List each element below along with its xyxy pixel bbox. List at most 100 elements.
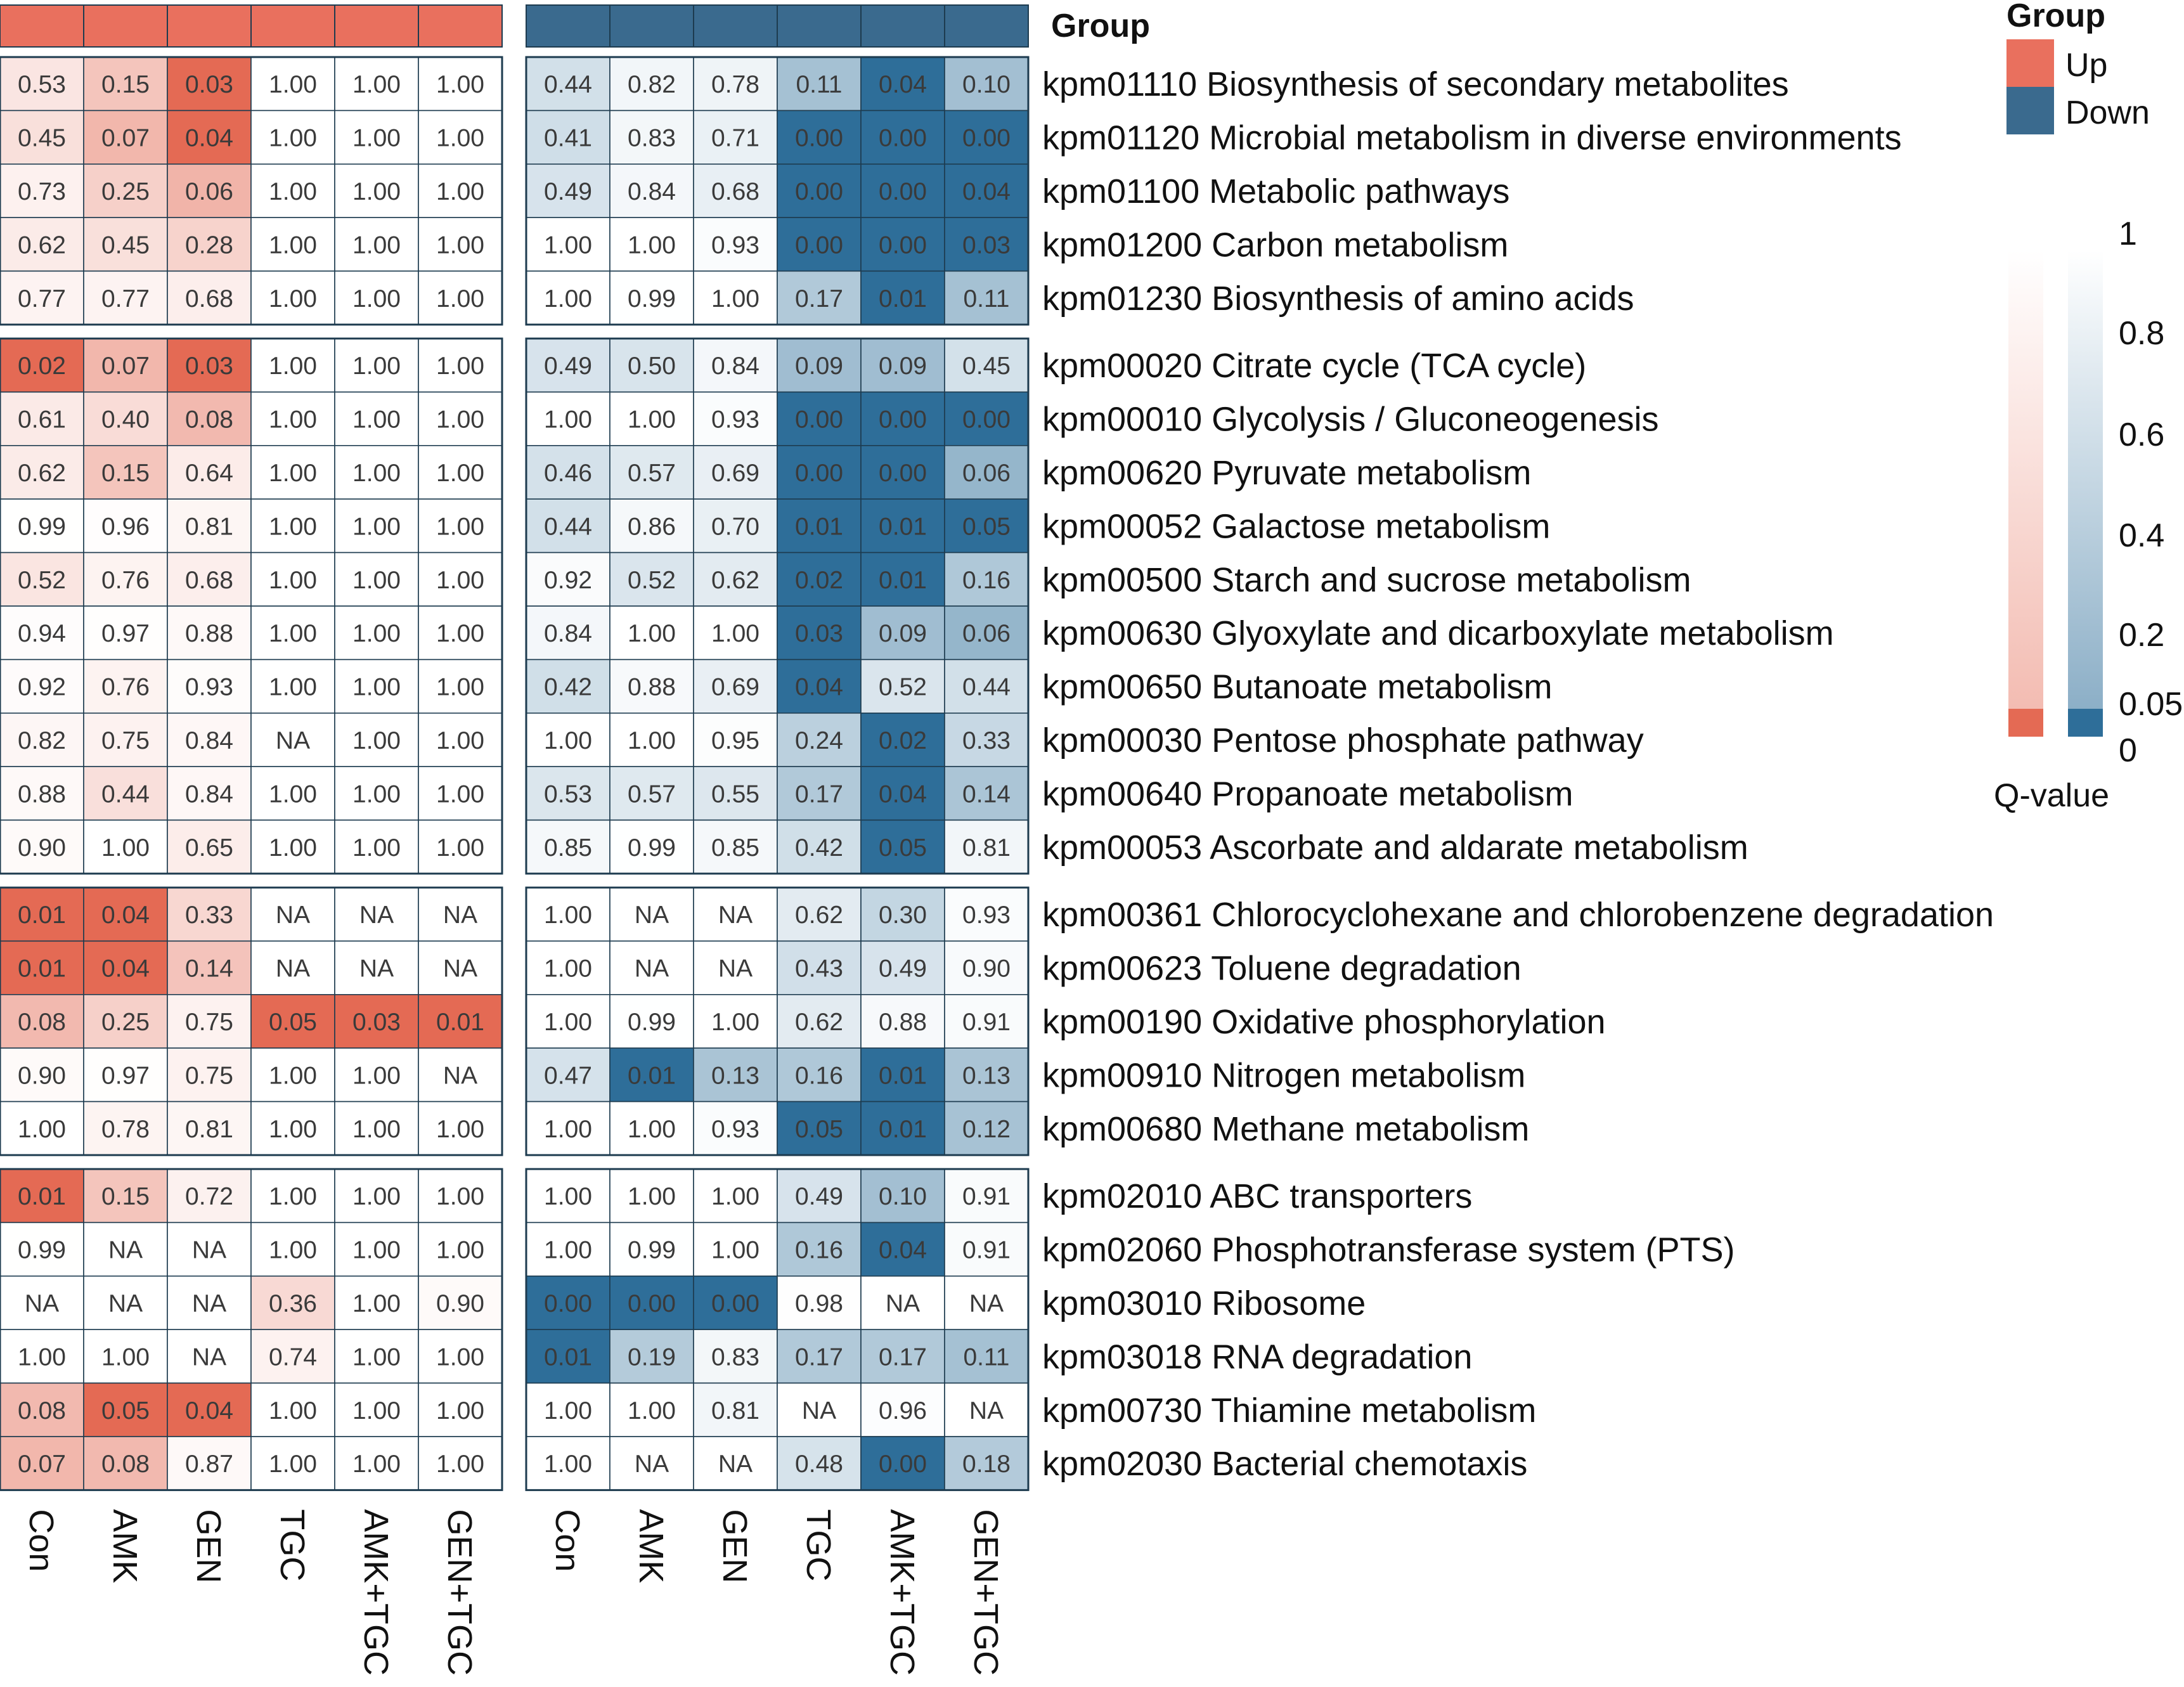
cell-value-up-16-2: 0.14	[185, 955, 233, 983]
cell-up-9-0	[0, 552, 84, 607]
cell-value-down-17-3: 0.62	[795, 1009, 843, 1036]
cell-up-21-3	[250, 1222, 335, 1277]
cell-up-13-5	[418, 766, 503, 821]
cell-value-up-8-1: 0.96	[101, 513, 150, 540]
cell-value-down-9-0: 0.92	[544, 567, 592, 594]
cell-up-9-5	[418, 552, 503, 607]
cell-value-down-8-5: 0.05	[962, 513, 1011, 540]
cell-up-12-3	[250, 713, 335, 768]
cell-value-down-5-5: 0.45	[962, 352, 1011, 380]
cell-value-down-10-2: 1.00	[711, 620, 759, 647]
cell-up-1-0	[0, 110, 84, 165]
cell-value-up-6-3: 1.00	[269, 406, 317, 434]
cell-value-up-6-1: 0.40	[101, 406, 150, 434]
row-label-12: kpm00030 Pentose phosphate pathway	[1042, 721, 1644, 759]
cell-value-down-12-4: 0.02	[879, 727, 927, 754]
cell-down-7-5	[944, 444, 1029, 500]
cell-value-up-0-2: 0.03	[185, 71, 233, 98]
cell-up-8-3	[250, 498, 335, 553]
cell-value-up-15-5: NA	[443, 902, 477, 929]
cell-down-3-5	[944, 217, 1029, 272]
cell-value-down-15-2: NA	[718, 902, 753, 929]
cell-value-up-2-0: 0.73	[18, 178, 66, 205]
cell-value-down-19-0: 1.00	[544, 1116, 592, 1143]
cell-up-23-3	[250, 1329, 335, 1384]
cell-value-up-11-0: 0.92	[18, 674, 66, 701]
cell-value-up-12-0: 0.82	[18, 727, 66, 754]
cell-up-6-3	[250, 391, 335, 446]
scale-tick-4: 0.2	[2119, 617, 2164, 654]
cell-value-up-22-4: 1.00	[352, 1290, 401, 1317]
cell-value-up-14-4: 1.00	[352, 834, 401, 862]
cell-down-14-1	[609, 819, 694, 874]
cell-down-0-3	[777, 56, 862, 112]
cell-down-19-5	[944, 1101, 1029, 1156]
panel-block-outline-0-3	[0, 1168, 503, 1491]
cell-value-down-11-4: 0.52	[879, 674, 927, 701]
cell-up-25-3	[250, 1436, 335, 1491]
cell-up-21-4	[334, 1222, 419, 1277]
cell-down-23-3	[777, 1329, 862, 1384]
cell-down-20-3	[777, 1168, 862, 1224]
cell-up-14-5	[418, 819, 503, 874]
cell-value-up-20-2: 0.72	[185, 1183, 233, 1210]
cell-value-down-18-5: 0.13	[962, 1062, 1011, 1089]
cell-up-2-5	[418, 163, 503, 218]
cell-value-up-4-5: 1.00	[436, 285, 484, 313]
cell-up-22-5	[418, 1276, 503, 1331]
cell-value-down-23-4: 0.17	[879, 1343, 927, 1371]
cell-up-18-3	[250, 1047, 335, 1102]
cell-value-up-17-5: 0.01	[436, 1009, 484, 1036]
cell-value-down-20-3: 0.49	[795, 1183, 843, 1210]
cell-value-down-5-1: 0.50	[628, 352, 676, 380]
cell-value-down-6-0: 1.00	[544, 406, 592, 434]
cell-down-3-3	[777, 217, 862, 272]
cell-up-0-3	[250, 56, 335, 112]
row-label-4: kpm01230 Biosynthesis of amino acids	[1042, 280, 1634, 318]
cell-down-15-4	[860, 887, 945, 942]
cell-up-1-4	[334, 110, 419, 165]
group-bar-up-4	[334, 4, 419, 48]
cell-value-down-2-3: 0.00	[795, 178, 843, 205]
cell-down-25-3	[777, 1436, 862, 1491]
cell-value-down-16-3: 0.43	[795, 955, 843, 983]
cell-down-8-5	[944, 498, 1029, 553]
cell-down-6-4	[860, 391, 945, 446]
row-label-19: kpm00680 Methane metabolism	[1042, 1110, 1529, 1148]
legend-swatch-up	[2006, 39, 2054, 87]
cell-value-up-21-4: 1.00	[352, 1237, 401, 1264]
cell-down-16-4	[860, 940, 945, 995]
cell-value-down-13-1: 0.57	[628, 780, 676, 808]
cell-value-down-21-4: 0.04	[879, 1237, 927, 1264]
cell-value-up-17-1: 0.25	[101, 1009, 150, 1036]
scale-tick-0: 1	[2119, 216, 2137, 252]
cell-up-7-3	[250, 444, 335, 500]
cell-down-2-5	[944, 163, 1029, 218]
cell-value-up-23-5: 1.00	[436, 1343, 484, 1371]
cell-value-up-14-1: 1.00	[101, 834, 150, 862]
cell-value-down-21-5: 0.91	[962, 1237, 1011, 1264]
cell-up-25-0	[0, 1436, 84, 1491]
cell-up-15-1	[83, 887, 168, 942]
scale-bar-down-gradient	[2068, 250, 2103, 709]
cell-up-11-3	[250, 659, 335, 714]
cell-value-down-7-3: 0.00	[795, 460, 843, 487]
cell-value-up-19-1: 0.78	[101, 1116, 150, 1143]
cell-down-18-0	[526, 1047, 611, 1102]
column-label-up-0: Con	[22, 1509, 60, 1572]
cell-value-down-22-2: 0.00	[711, 1290, 759, 1317]
cell-down-22-5	[944, 1276, 1029, 1331]
group-bar-down-1	[609, 4, 694, 48]
cell-value-up-5-0: 0.02	[18, 352, 66, 380]
row-label-0: kpm01110 Biosynthesis of secondary metab…	[1042, 65, 1789, 103]
cell-down-17-5	[944, 994, 1029, 1049]
cell-value-up-24-2: 0.04	[185, 1397, 233, 1425]
cell-down-22-1	[609, 1276, 694, 1331]
cell-value-up-6-0: 0.61	[18, 406, 66, 434]
cell-value-down-13-4: 0.04	[879, 780, 927, 808]
cell-value-up-5-1: 0.07	[101, 352, 150, 380]
cell-down-12-2	[693, 713, 778, 768]
cell-down-21-3	[777, 1222, 862, 1277]
cell-value-down-25-4: 0.00	[879, 1451, 927, 1478]
cell-value-down-8-0: 0.44	[544, 513, 592, 540]
